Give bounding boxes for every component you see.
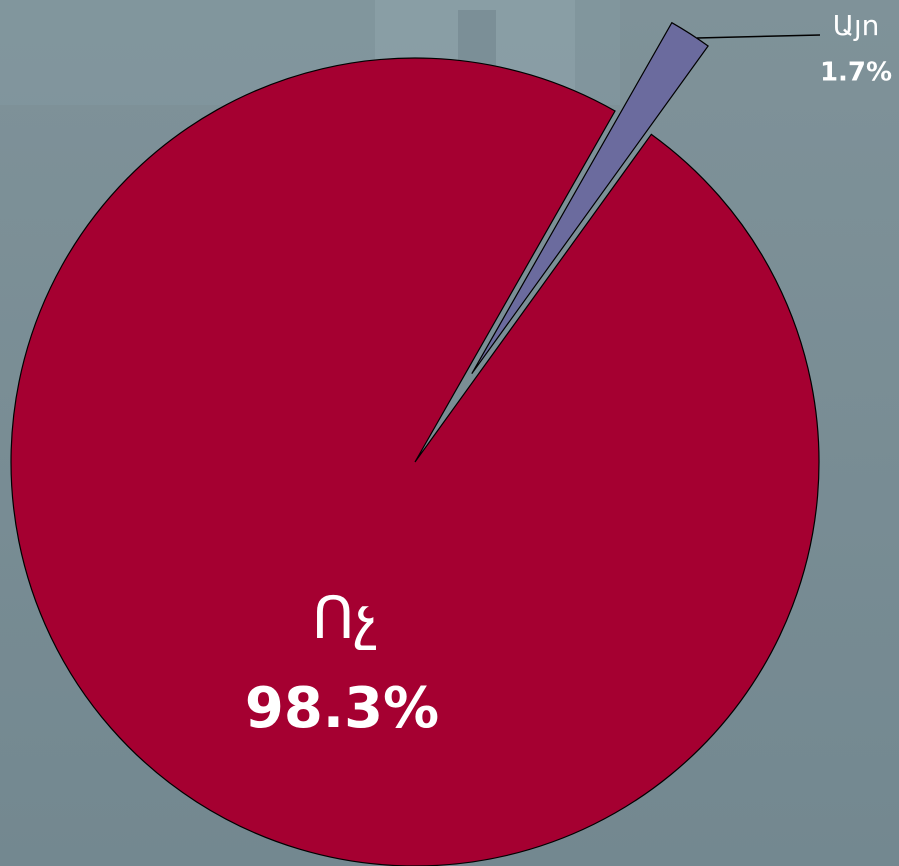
- value-label: 98.3%: [245, 676, 439, 741]
- category-label: Այո: [833, 9, 880, 42]
- value-label: 1.7%: [820, 58, 892, 88]
- leader-line: [696, 34, 821, 39]
- category-label: Ոչ: [312, 584, 378, 652]
- pie-slice: [471, 21, 709, 375]
- pie-slice: [10, 57, 820, 866]
